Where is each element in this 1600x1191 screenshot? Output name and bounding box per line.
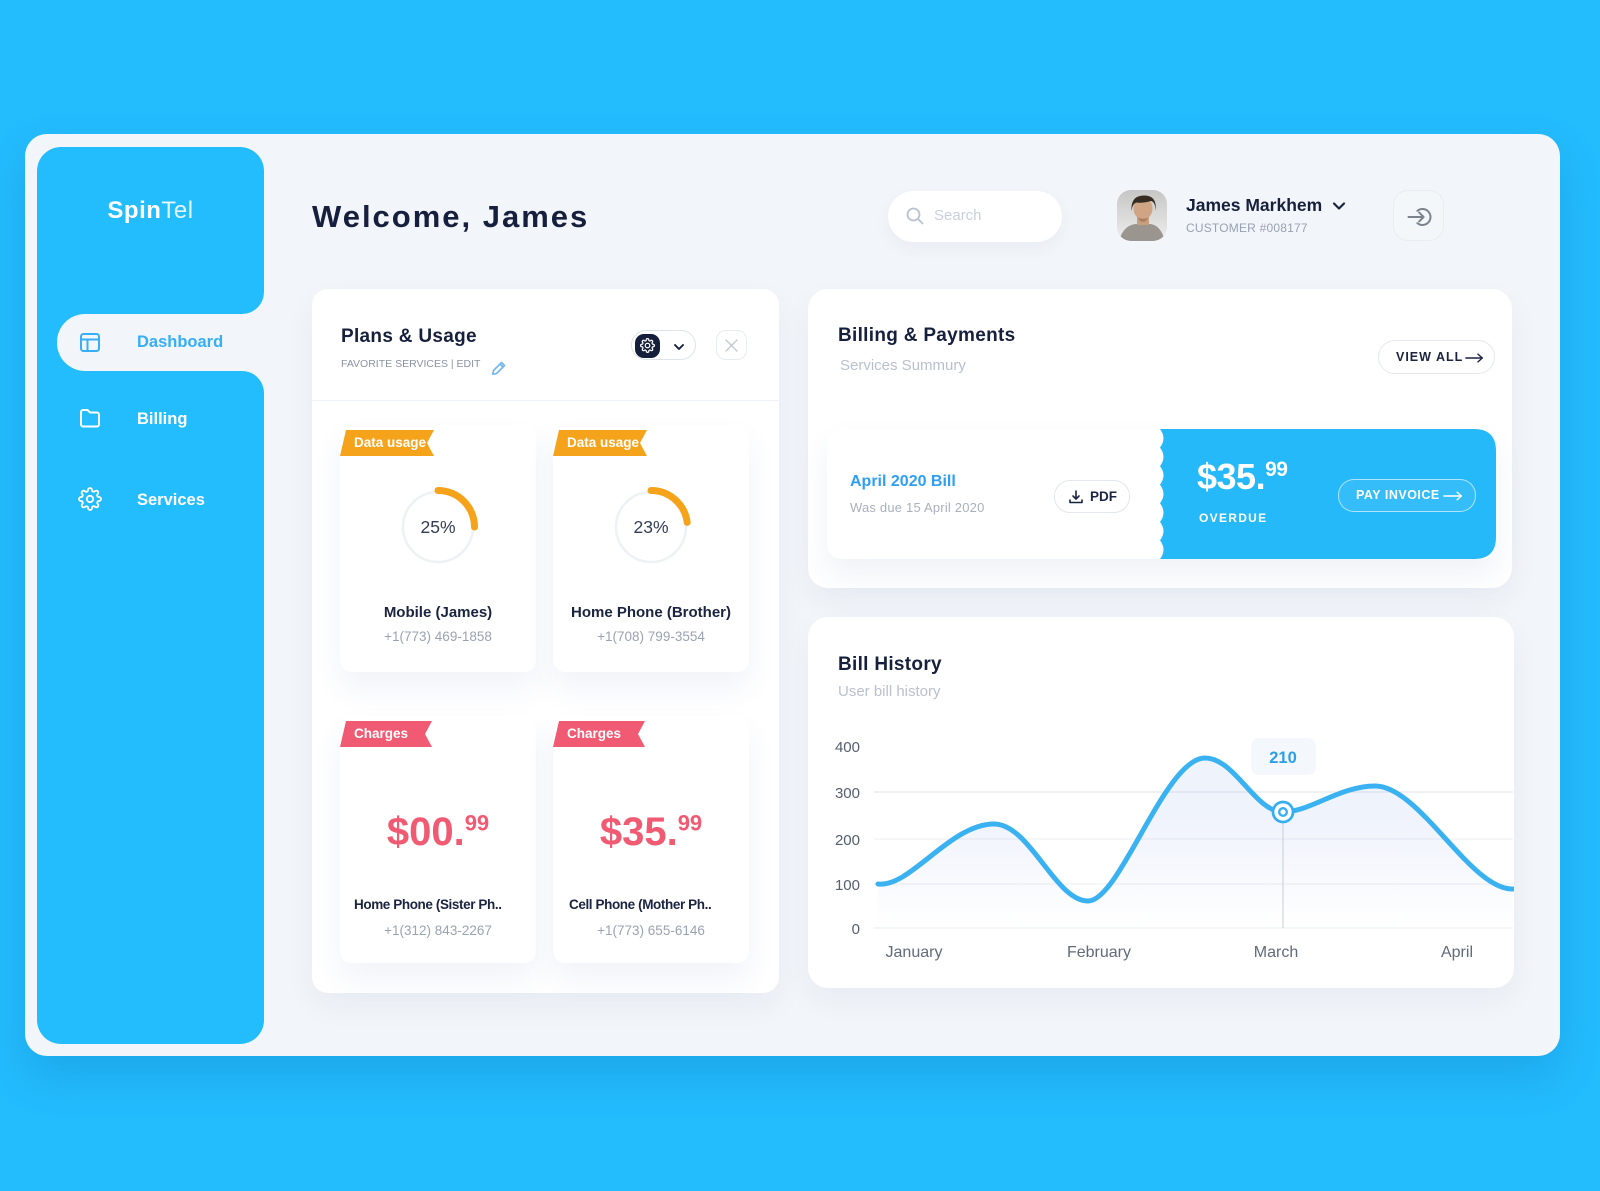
svg-text:210: 210 xyxy=(1269,749,1297,767)
svg-text:March: March xyxy=(1254,944,1298,961)
svg-text:0: 0 xyxy=(852,921,860,938)
svg-text:100: 100 xyxy=(835,877,860,894)
svg-text:April: April xyxy=(1441,944,1473,961)
svg-text:400: 400 xyxy=(835,739,860,756)
svg-text:January: January xyxy=(886,944,943,961)
svg-text:February: February xyxy=(1067,944,1131,961)
svg-text:300: 300 xyxy=(835,785,860,802)
svg-text:200: 200 xyxy=(835,832,860,849)
